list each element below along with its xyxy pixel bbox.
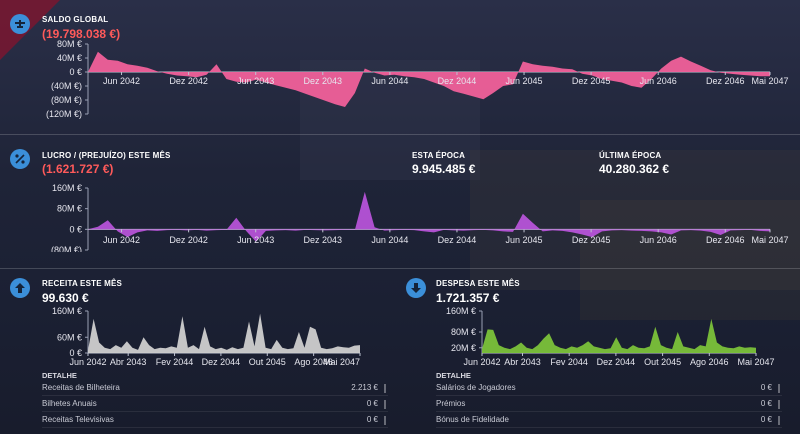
receita-detail-title: DETALHE: [42, 371, 77, 380]
y-tick-label: 0 €: [69, 67, 82, 77]
saldo-value: (19.798.038 €): [42, 27, 121, 41]
arrow-down-icon: [406, 278, 426, 298]
x-tick-label: Dez 2042: [169, 235, 208, 245]
despesa-row-salarios: Salários de Jogadores 0 €: [436, 380, 782, 396]
x-tick-label: Mai 2047: [323, 357, 360, 367]
receita-title: RECEITA ESTE MÊS: [42, 279, 123, 288]
x-tick-label: Mai 2047: [751, 235, 788, 245]
series-area: [88, 313, 360, 353]
saldo-title: SALDO GLOBAL: [42, 15, 109, 24]
y-tick-label: 0 €: [69, 348, 82, 358]
x-tick-label: Mai 2047: [737, 357, 774, 367]
x-tick-label: Dez 2045: [572, 76, 611, 86]
x-tick-label: Jun 2042: [103, 76, 140, 86]
x-tick-label: Jun 2044: [371, 235, 408, 245]
y-tick-label: 20M €: [451, 343, 476, 353]
y-tick-label: 80M €: [57, 40, 82, 49]
esta-epoca-label: ESTA ÉPOCA: [412, 151, 466, 160]
lucro-title: LUCRO / (PREJUÍZO) ESTE MÊS: [42, 151, 171, 160]
x-tick-label: Dez 2046: [706, 76, 745, 86]
esta-epoca-value: 9.945.485 €: [412, 162, 476, 176]
x-tick-label: Mai 2047: [751, 76, 788, 86]
y-tick-label: 40M €: [57, 53, 82, 63]
x-tick-label: Jun 2043: [237, 235, 274, 245]
x-tick-label: Dez 2046: [706, 235, 745, 245]
despesa-row-bonus: Bónus de Fidelidade 0 €: [436, 412, 782, 428]
x-tick-label: Dez 2044: [438, 235, 477, 245]
arrow-up-icon: [10, 278, 30, 298]
lucro-value: (1.621.727 €): [42, 162, 114, 176]
series-area: [88, 51, 770, 107]
y-tick-label: (40M €): [51, 81, 82, 91]
despesa-value: 1.721.357 €: [436, 291, 500, 305]
receita-row-bilheteira: Receitas de Bilheteira 2.213 €: [42, 380, 388, 396]
balance-scale-icon: [10, 14, 30, 34]
saldo-chart: 80M € 40M € 0 € (40M €) (80M €) (120M €) Jun 2…: [46, 40, 789, 119]
x-tick-label: Jun 2042: [69, 357, 106, 367]
y-tick-label: (80M €): [51, 245, 82, 252]
despesa-row-premios: Prémios 0 €: [436, 396, 782, 412]
x-tick-label: Out 2045: [249, 357, 286, 367]
ultima-epoca-label: ÚLTIMA ÉPOCA: [599, 151, 662, 160]
x-tick-label: Dez 2044: [597, 357, 636, 367]
x-tick-label: Abr 2043: [110, 357, 147, 367]
receita-row-bilhetes-anuais: Bilhetes Anuais 0 €: [42, 396, 388, 412]
x-tick-label: Dez 2043: [304, 235, 343, 245]
y-tick-label: (80M €): [51, 95, 82, 105]
despesa-title: DESPESA ESTE MÊS: [436, 279, 520, 288]
x-tick-label: Jun 2045: [506, 76, 543, 86]
x-tick-label: Ago 2046: [690, 357, 729, 367]
receita-value: 99.630 €: [42, 291, 89, 305]
series-area: [482, 318, 756, 353]
percent-icon: [10, 149, 30, 169]
x-tick-label: Jun 2042: [103, 235, 140, 245]
x-tick-label: Fev 2044: [550, 357, 588, 367]
receita-chart: 160M € 60M € 0 €Jun 2042 Abr 2043 Fev 2044 De…: [52, 306, 361, 367]
x-tick-label: Out 2045: [644, 357, 681, 367]
x-tick-label: Jun 2046: [640, 235, 677, 245]
y-tick-label: 160M €: [52, 183, 82, 193]
x-tick-label: Fev 2044: [156, 357, 194, 367]
x-tick-label: Dez 2043: [304, 76, 343, 86]
x-tick-label: Dez 2044: [438, 76, 477, 86]
x-tick-label: Abr 2043: [504, 357, 541, 367]
x-tick-label: Jun 2045: [506, 235, 543, 245]
x-tick-label: Jun 2046: [640, 76, 677, 86]
y-tick-label: 160M €: [446, 306, 476, 316]
y-tick-label: (120M €): [46, 109, 82, 119]
x-tick-label: Ago 2046: [294, 357, 333, 367]
y-tick-label: 80M €: [57, 204, 82, 214]
divider: [0, 134, 800, 135]
divider: [0, 268, 800, 269]
y-tick-label: 80M €: [451, 327, 476, 337]
receita-row-televisivas: Receitas Televisivas 0 €: [42, 412, 388, 428]
series-area: [88, 191, 770, 242]
x-tick-label: Jun 2042: [463, 357, 500, 367]
x-tick-label: Dez 2045: [572, 235, 611, 245]
y-tick-label: 0 €: [69, 224, 82, 234]
y-tick-label: 160M €: [52, 306, 82, 316]
x-tick-label: Dez 2044: [202, 357, 241, 367]
x-tick-label: Jun 2044: [371, 76, 408, 86]
x-tick-label: Dez 2042: [169, 76, 208, 86]
despesa-detail-title: DETALHE: [436, 371, 471, 380]
y-tick-label: 60M €: [57, 332, 82, 342]
despesa-chart: 160M € 80M € 20M € Jun 2042 Abr 2043 Fev 2044…: [446, 306, 775, 367]
x-tick-label: Jun 2043: [237, 76, 274, 86]
lucro-chart: 160M € 80M € 0 € (80M €) Jun 2042 Dez 2042 Jun…: [51, 183, 789, 252]
ultima-epoca-value: 40.280.362 €: [599, 162, 670, 176]
